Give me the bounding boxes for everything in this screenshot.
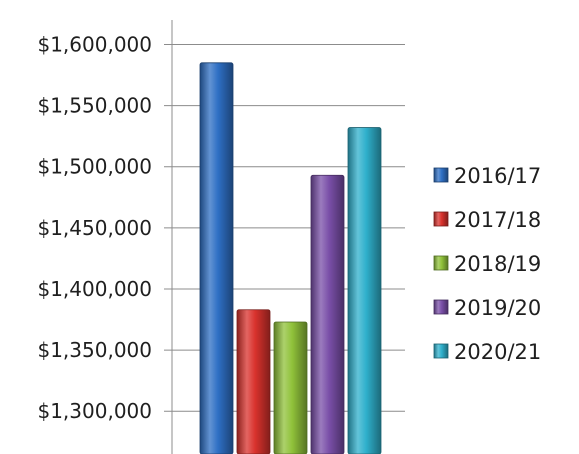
legend-swatch [433, 211, 449, 227]
y-tick-label: $1,350,000 [37, 338, 152, 362]
y-tick-label: $1,600,000 [37, 32, 152, 56]
y-tick-label: $1,450,000 [37, 216, 152, 240]
legend: 2016/17 2017/18 2018/19 2019/20 2020/21 [433, 164, 541, 364]
y-tick-label: $1,400,000 [37, 277, 152, 301]
legend-label: 2018/19 [454, 252, 541, 276]
bars [199, 62, 382, 454]
bar-2018-19 [273, 321, 308, 454]
bar-2020-21 [347, 127, 382, 454]
legend-label: 2017/18 [454, 208, 541, 232]
legend-swatch [433, 167, 449, 183]
legend-label: 2019/20 [454, 296, 541, 320]
y-axis-tick-labels: $1,300,000 $1,350,000 $1,400,000 $1,450,000… [37, 32, 152, 423]
y-tick-label: $1,550,000 [37, 94, 152, 118]
bar-2016-17 [199, 62, 234, 454]
y-tick-label: $1,500,000 [37, 155, 152, 179]
bar-2019-20 [310, 174, 345, 454]
legend-label: 2016/17 [454, 164, 541, 188]
y-tick-label: $1,300,000 [37, 399, 152, 423]
legend-swatch [433, 343, 449, 359]
legend-label: 2020/21 [454, 340, 541, 364]
bar-2017-18 [236, 309, 271, 454]
legend-swatch [433, 255, 449, 271]
legend-swatch [433, 299, 449, 315]
